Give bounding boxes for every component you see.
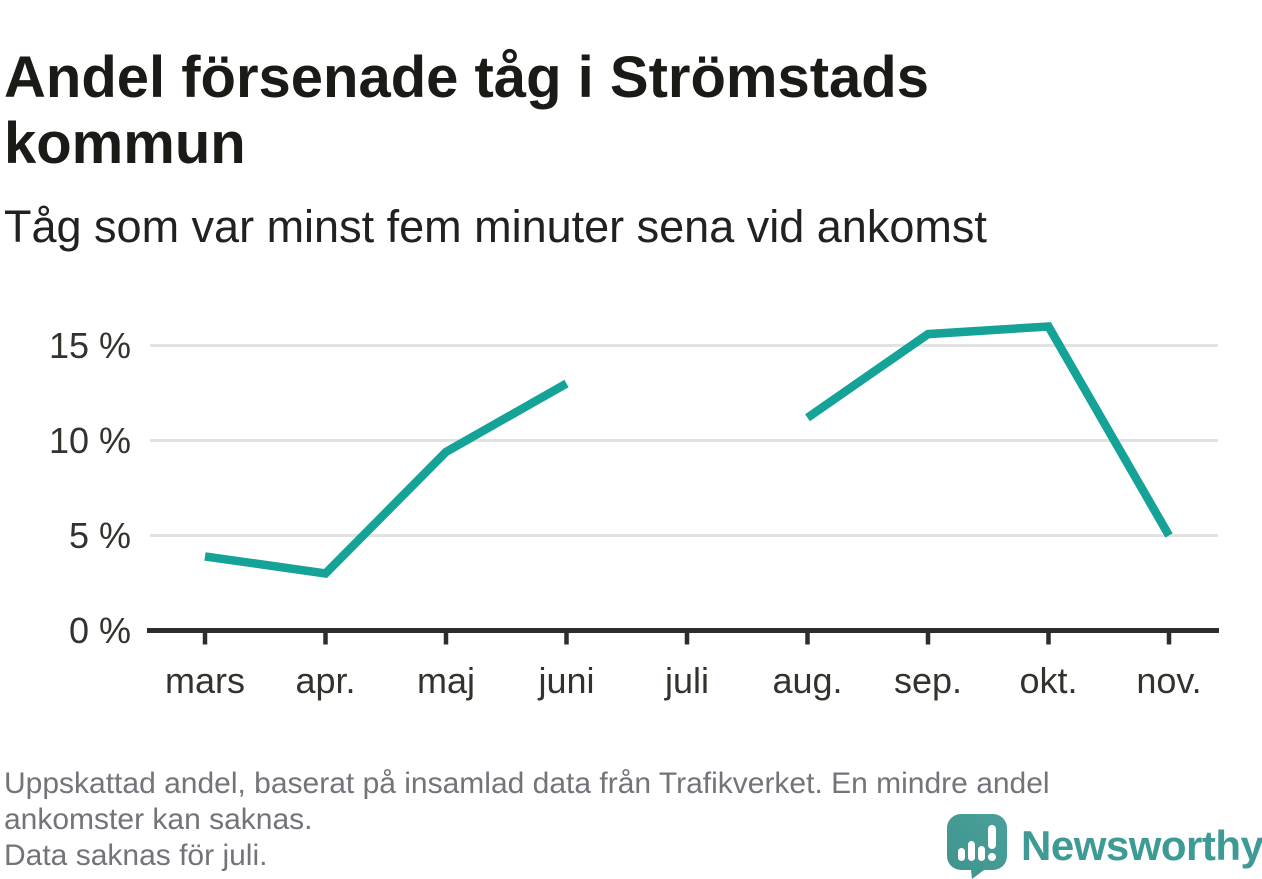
bar-icon xyxy=(968,841,975,861)
speech-bubble-shape xyxy=(947,814,1007,879)
y-axis-label: 15 % xyxy=(49,325,131,366)
x-axis-label: apr. xyxy=(295,660,355,701)
x-axis-label: aug. xyxy=(772,660,842,701)
newsworthy-brand: Newsworthy xyxy=(945,812,1262,879)
x-axis-label: juni xyxy=(537,660,594,701)
missing-data-note: Data saknas för juli. xyxy=(4,839,268,872)
x-axis-label: maj xyxy=(417,660,475,701)
source-note-line: Uppskattad andel, baserat på insamlad da… xyxy=(4,767,1050,800)
x-axis-label: okt. xyxy=(1019,660,1077,701)
chart-title: Andel försenade tåg i Strömstads kommun xyxy=(4,44,929,176)
y-axis-label: 5 % xyxy=(69,515,131,556)
x-axis-label: juli xyxy=(664,660,709,701)
line-chart: 0 % 5 % 10 % 15 % mars apr. maj juni juli aug. sep… xyxy=(49,322,1219,701)
source-note-line: ankomster kan saknas. xyxy=(4,803,313,836)
newsworthy-logo-icon xyxy=(947,814,1007,879)
exclamation-dot xyxy=(988,853,996,861)
chart-subtitle: Tåg som var minst fem minuter sena vid a… xyxy=(4,201,987,252)
data-line xyxy=(204,379,569,579)
x-axis-label: nov. xyxy=(1136,660,1201,701)
x-axis-label: sep. xyxy=(894,660,962,701)
brand-name: Newsworthy xyxy=(1021,821,1262,869)
y-axis-label: 10 % xyxy=(49,420,131,461)
data-line xyxy=(805,322,1173,538)
exclamation-icon xyxy=(988,825,996,849)
bar-icon xyxy=(958,848,965,861)
y-axis-label: 0 % xyxy=(69,610,131,651)
x-axis-label: mars xyxy=(165,660,245,701)
source-note: Uppskattad andel, baserat på insamlad da… xyxy=(4,766,1254,874)
bar-icon xyxy=(978,846,985,861)
